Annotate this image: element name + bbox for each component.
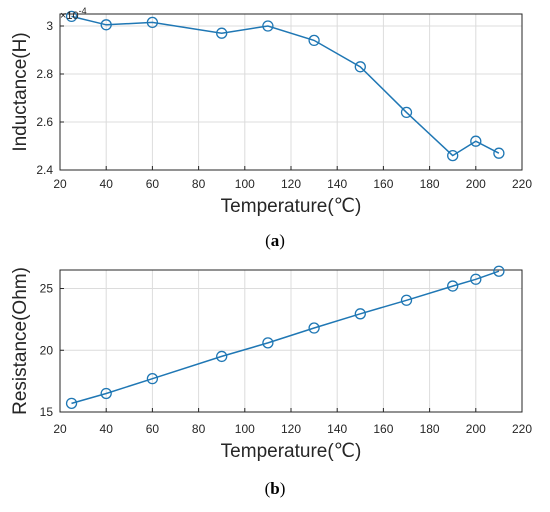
data-point [308, 322, 320, 334]
x-tick-label: 100 [235, 422, 255, 436]
x-tick-label: 180 [420, 177, 440, 191]
series-line [71, 15, 500, 157]
x-tick-label: 60 [146, 422, 160, 436]
exponent-power: -4 [79, 6, 87, 16]
plot-frame [59, 269, 523, 413]
y-tick-labels: 2.4 2.6 2.8 3 [36, 19, 53, 177]
data-point [493, 147, 505, 159]
data-point [400, 106, 413, 119]
chart-resistance: 20 40 60 80 100 120 140 160 180 200 220 15 20 25 Tem… [10, 265, 532, 498]
data-point [216, 350, 228, 363]
x-tick-label: 100 [235, 177, 255, 191]
data-point [65, 397, 78, 410]
y-tick-label: 2.8 [36, 67, 53, 81]
x-tick-label: 40 [100, 422, 114, 436]
x-tick-label: 80 [192, 422, 206, 436]
data-point [470, 135, 482, 147]
series-line [71, 270, 500, 405]
data-point [146, 373, 159, 385]
y-axis-label: Inductance(H) [10, 32, 31, 151]
data-point [447, 149, 459, 162]
data-point [354, 308, 366, 320]
x-tick-label: 220 [512, 422, 532, 436]
y-axis-label: Resistance(Ohm) [10, 267, 31, 415]
x-tick-label: 160 [373, 177, 393, 191]
panel-caption: (b) [265, 479, 286, 498]
x-tick-labels: 20 40 60 80 100 120 140 160 180 200 220 [53, 177, 532, 191]
y-tick-label: 3 [46, 19, 53, 33]
grid [59, 14, 523, 171]
data-point [65, 10, 78, 23]
y-tick-label: 25 [40, 282, 54, 296]
data-point [100, 387, 112, 400]
exponent-base: ×10 [60, 10, 79, 22]
data-point [146, 16, 159, 29]
x-tick-label: 20 [53, 177, 67, 191]
x-tick-label: 220 [512, 177, 532, 191]
x-axis-label: Temperature(℃) [221, 196, 362, 217]
y-exponent-label: ×10-4 [60, 6, 87, 22]
x-tick-label: 160 [373, 422, 393, 436]
data-point [400, 294, 413, 306]
data-point [354, 61, 366, 73]
plot-frame [59, 13, 523, 171]
data-point [262, 20, 274, 32]
y-tick-label: 2.4 [36, 163, 53, 177]
data-point [100, 19, 112, 31]
x-tick-label: 140 [327, 422, 347, 436]
x-tick-label: 40 [100, 177, 114, 191]
data-point [470, 273, 482, 285]
data-point [262, 337, 274, 349]
x-tick-label: 120 [281, 177, 301, 191]
chart-inductance: 20 40 60 80 100 120 140 160 180 200 220 2.4 2.6 2.8 3… [10, 6, 532, 250]
x-tick-label: 180 [420, 422, 440, 436]
panel-caption-letter: a [271, 231, 280, 250]
data-point [308, 34, 320, 47]
x-tick-label: 200 [466, 422, 486, 436]
data-point [447, 280, 459, 292]
x-tick-label: 120 [281, 422, 301, 436]
x-tick-label: 200 [466, 177, 486, 191]
data-point [493, 265, 505, 277]
x-tick-label: 140 [327, 177, 347, 191]
x-axis-label: Temperature(℃) [221, 441, 362, 462]
y-tick-label: 2.6 [36, 115, 53, 129]
x-tick-label: 60 [146, 177, 160, 191]
x-tick-label: 80 [192, 177, 206, 191]
x-tick-label: 20 [53, 422, 67, 436]
data-points [65, 10, 505, 162]
data-points [65, 265, 505, 410]
y-tick-label: 20 [40, 343, 54, 357]
y-tick-labels: 15 20 25 [40, 282, 54, 419]
y-tick-label: 15 [40, 405, 54, 419]
x-tick-labels: 20 40 60 80 100 120 140 160 180 200 220 [53, 422, 532, 436]
data-point [216, 27, 228, 39]
panel-caption-letter: b [270, 479, 279, 498]
panel-caption: (a) [265, 231, 285, 250]
